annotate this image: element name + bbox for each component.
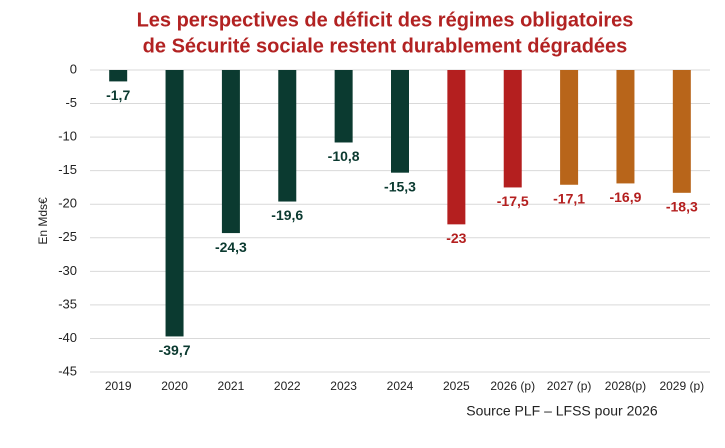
bar bbox=[221, 70, 240, 234]
x-tick-label: 2027 (p) bbox=[547, 379, 592, 393]
y-tick-label: -30 bbox=[58, 263, 77, 278]
value-label: -17,5 bbox=[497, 193, 529, 209]
bar bbox=[447, 70, 466, 225]
y-tick-label: -45 bbox=[58, 363, 77, 378]
value-label: -1,7 bbox=[106, 87, 130, 103]
bar bbox=[560, 70, 579, 185]
x-tick-label: 2019 bbox=[105, 379, 132, 393]
bar bbox=[165, 70, 184, 337]
y-tick-label: -20 bbox=[58, 196, 77, 211]
x-tick-label: 2025 bbox=[443, 379, 470, 393]
y-tick-label: -25 bbox=[58, 229, 77, 244]
y-tick-label: -5 bbox=[65, 95, 77, 110]
x-tick-label: 2023 bbox=[330, 379, 357, 393]
y-tick-label: 0 bbox=[70, 61, 77, 76]
y-tick-label: -10 bbox=[58, 129, 77, 144]
x-tick-label: 2022 bbox=[274, 379, 301, 393]
bar bbox=[109, 70, 128, 82]
x-tick-label: 2028(p) bbox=[605, 379, 646, 393]
value-label: -10,8 bbox=[328, 148, 360, 164]
value-label: -15,3 bbox=[384, 178, 416, 194]
x-tick-label: 2026 (p) bbox=[490, 379, 535, 393]
x-tick-label: 2020 bbox=[161, 379, 188, 393]
x-tick-label: 2021 bbox=[218, 379, 245, 393]
bar bbox=[391, 70, 409, 173]
value-label: -39,7 bbox=[159, 342, 191, 358]
y-axis-label: En Mds€ bbox=[36, 197, 50, 245]
y-tick-label: -15 bbox=[58, 162, 77, 177]
bar bbox=[278, 70, 297, 202]
x-tick-label: 2029 (p) bbox=[659, 379, 704, 393]
bar bbox=[334, 70, 353, 143]
y-tick-label: -40 bbox=[58, 330, 77, 345]
value-label: -16,9 bbox=[609, 189, 641, 205]
x-tick-label: 2024 bbox=[387, 379, 414, 393]
bar bbox=[672, 70, 691, 193]
chart-title: de Sécurité sociale restent durablement … bbox=[143, 35, 628, 57]
bar bbox=[503, 70, 522, 188]
value-label: -24,3 bbox=[215, 239, 247, 255]
y-tick-label: -35 bbox=[58, 296, 77, 311]
value-label: -23 bbox=[446, 230, 466, 246]
value-label: -18,3 bbox=[666, 199, 698, 215]
value-label: -17,1 bbox=[553, 190, 585, 206]
bar bbox=[616, 70, 635, 184]
chart-title: Les perspectives de déficit des régimes … bbox=[137, 9, 634, 31]
value-label: -19,6 bbox=[271, 207, 303, 223]
source: Source PLF – LFSS pour 2026 bbox=[466, 403, 658, 419]
